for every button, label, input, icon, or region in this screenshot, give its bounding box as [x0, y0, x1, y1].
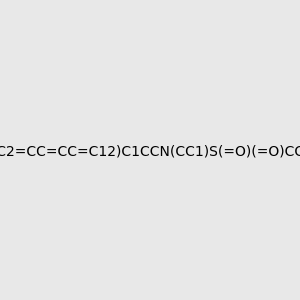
Text: O=C(NC1=CC=CC2=CC=CC=C12)C1CCN(CC1)S(=O)(=O)CC1=CC(Cl)=CC=C1: O=C(NC1=CC=CC2=CC=CC=C12)C1CCN(CC1)S(=O)… — [0, 145, 300, 158]
